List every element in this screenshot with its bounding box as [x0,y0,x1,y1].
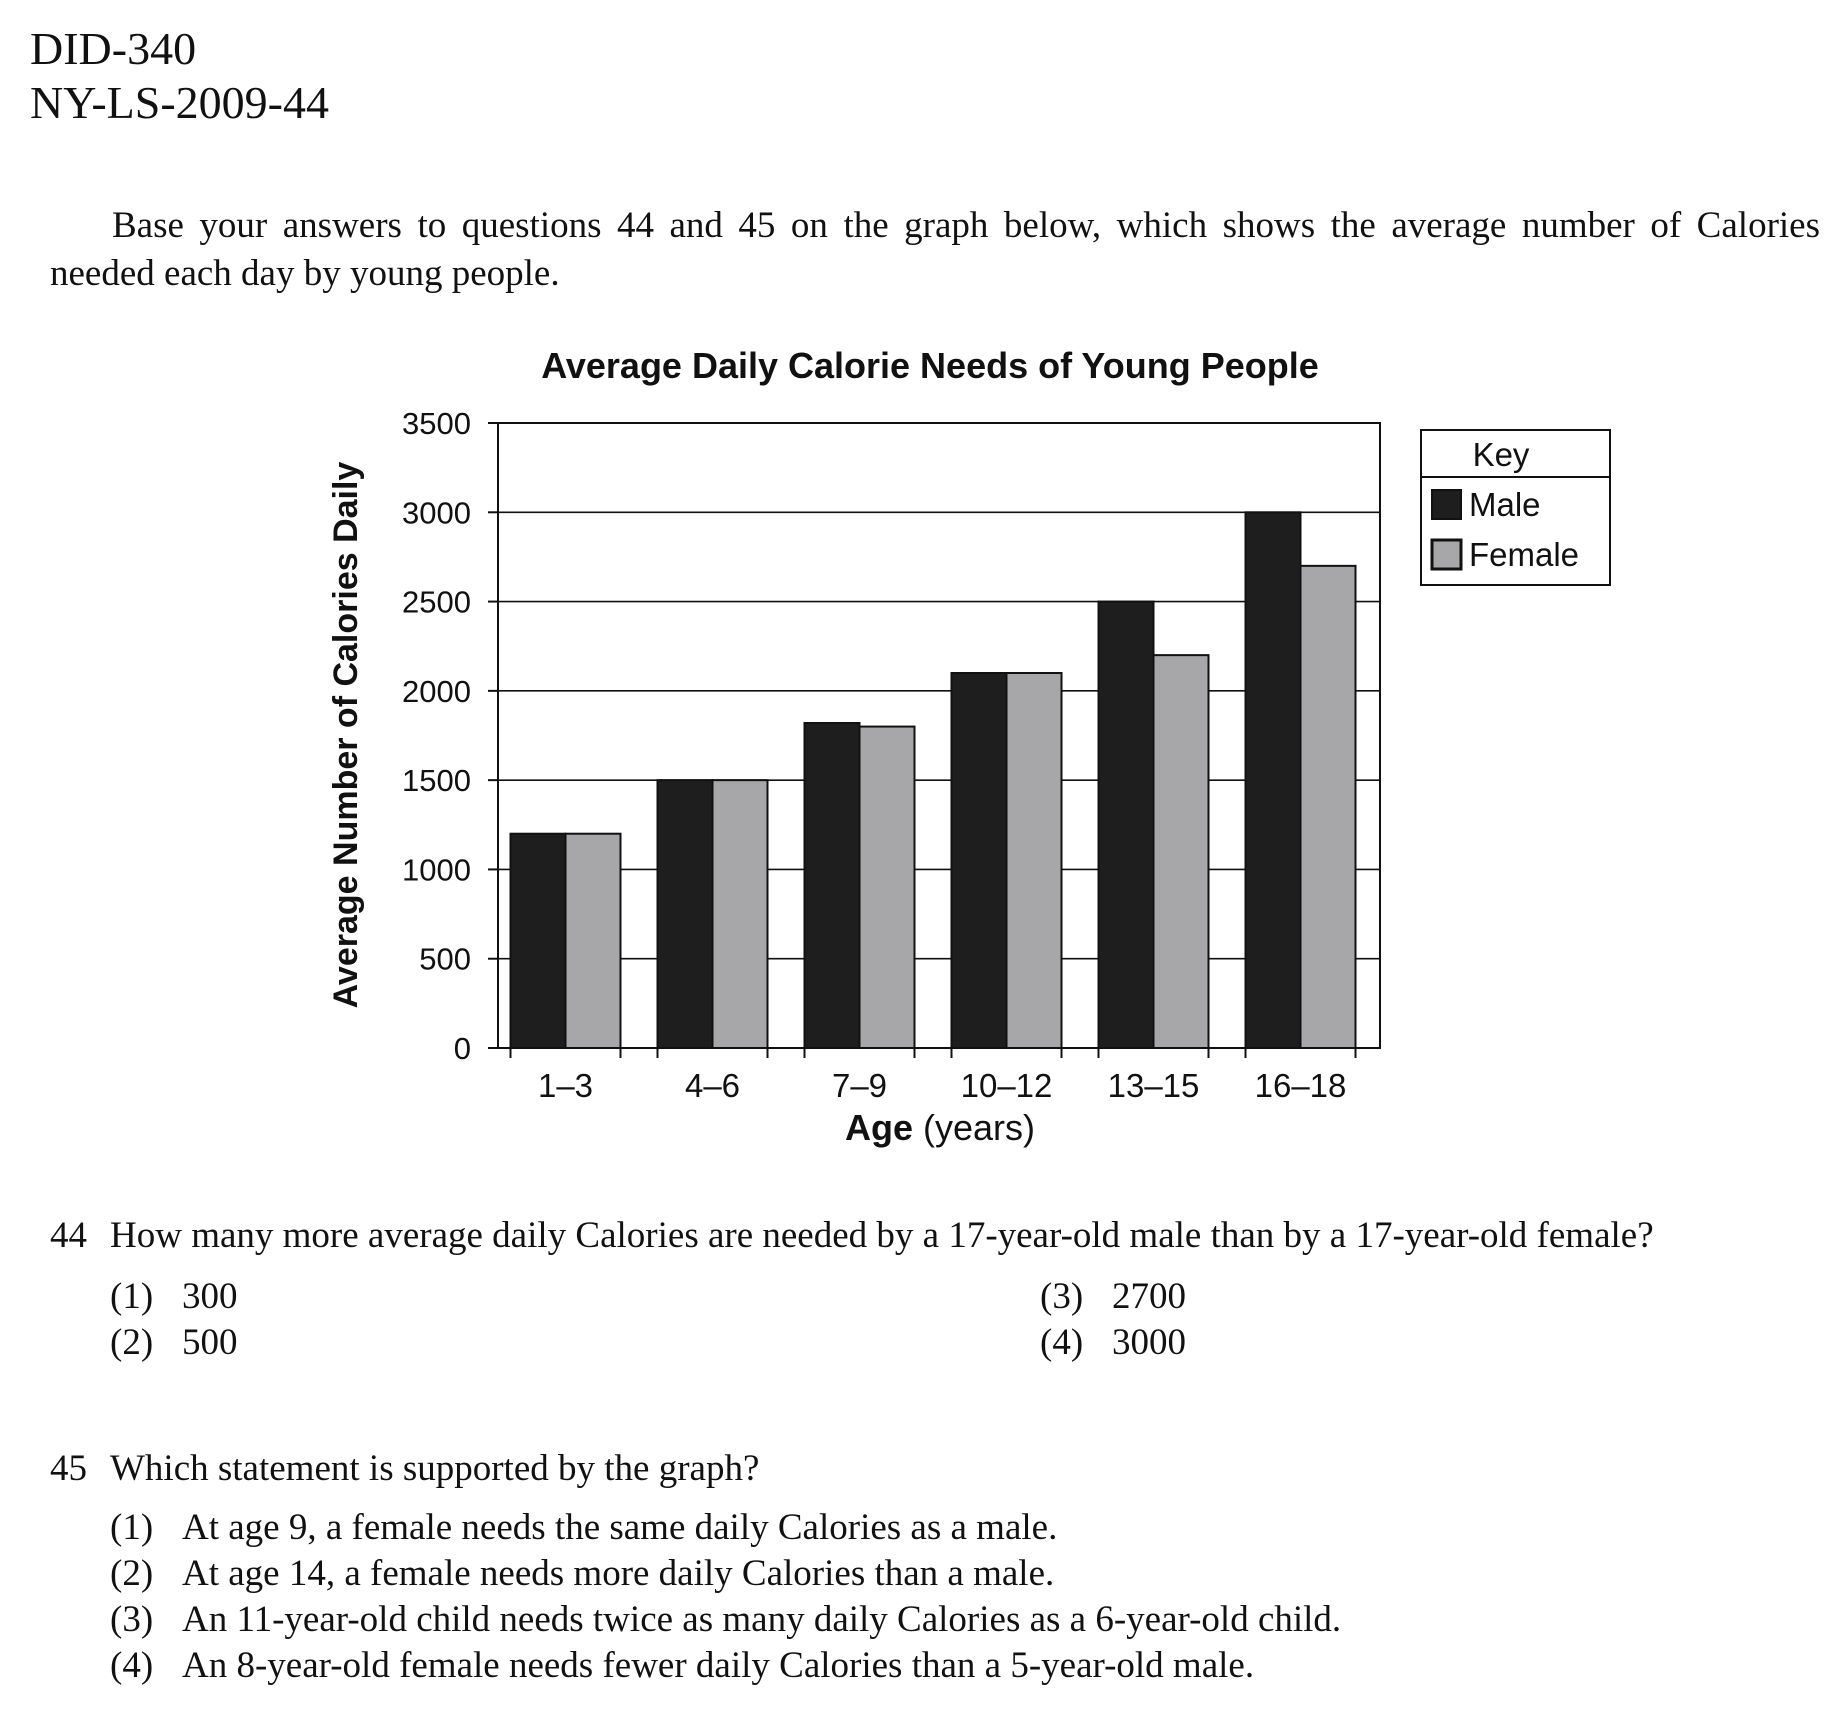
question-45: 45 Which statement is supported by the gr… [50,1445,1830,1695]
x-tick-label: 4–6 [685,1067,740,1104]
question-45-option-3[interactable]: (3) An 11-year-old child needs twice as m… [110,1597,1341,1643]
bar-female-6 [1299,564,1357,1049]
y-tick-label: 1000 [402,852,471,887]
option-text: An 11-year-old child needs twice as many… [182,1599,1342,1640]
bar-male-3 [803,722,861,1049]
y-tick-label: 3500 [402,406,471,441]
x-tick-label: 10–12 [961,1067,1053,1104]
gridlines [498,511,1380,960]
legend-label-female: Female [1469,536,1579,573]
question-45-text: Which statement is supported by the grap… [110,1448,760,1489]
bar-female-3 [858,725,916,1049]
question-44: 44 How many more average daily Calories a… [50,1212,1830,1372]
axis-ticks [488,422,1357,1058]
option-number: (2) [110,1322,154,1363]
legend-swatch-male [1431,489,1462,520]
question-44-option-3[interactable]: (3) 2700 [1040,1274,1186,1320]
question-44-number: 44 [50,1215,87,1256]
bars [509,511,1357,1050]
option-text: 2700 [1112,1276,1186,1317]
option-number: (4) [110,1645,154,1686]
legend-swatch-female [1430,538,1463,571]
y-tick-label: 2000 [402,674,471,709]
x-axis-label-rest: (years) [913,1107,1035,1148]
option-number: (3) [1040,1276,1084,1317]
option-text: 3000 [1112,1322,1186,1363]
question-45-option-1[interactable]: (1) At age 9, a female needs the same dai… [110,1505,1057,1551]
chart-title: Average Daily Calorie Needs of Young Peo… [541,345,1319,386]
option-text: At age 14, a female needs more daily Cal… [182,1553,1055,1594]
option-number: (4) [1040,1322,1084,1363]
option-number: (2) [110,1553,154,1594]
question-44-text: How many more average daily Calories are… [110,1215,1654,1256]
y-tick-label: 2500 [402,585,471,620]
question-45-stem: 45 Which statement is supported by the gr… [50,1445,1830,1493]
option-text: At age 9, a female needs the same daily … [182,1507,1058,1548]
bar-chart: Average Daily Calorie Needs of Young Peo… [327,345,1611,1148]
y-tick-label: 0 [454,1031,471,1066]
intro-paragraph: Base your answers to questions 44 and 45… [50,205,1820,294]
question-45-number: 45 [50,1448,87,1489]
question-44-stem: 44 How many more average daily Calories a… [50,1212,1830,1260]
option-text: 300 [182,1276,238,1317]
plot-frame [497,422,1381,1049]
bar-male-2 [656,779,714,1049]
y-tick-label: 500 [419,942,471,977]
document-id: DID-340 NY-LS-2009-44 [30,22,329,130]
question-44-option-2[interactable]: (2) 500 [110,1320,238,1366]
x-tick-label: 1–3 [538,1067,593,1104]
option-number: (1) [110,1276,154,1317]
bar-female-5 [1152,654,1210,1049]
option-number: (3) [110,1599,154,1640]
question-45-option-2[interactable]: (2) At age 14, a female needs more daily … [110,1551,1054,1597]
document-id-line-2: NY-LS-2009-44 [30,77,329,128]
option-number: (1) [110,1507,154,1548]
bar-male-6 [1244,511,1302,1050]
question-45-option-4[interactable]: (4) An 8-year-old female needs fewer dail… [110,1643,1254,1689]
x-axis-label-bold: Age [845,1107,913,1148]
option-text: An 8-year-old female needs fewer daily C… [182,1645,1255,1686]
y-tick-labels: 0 500 1000 1500 2000 2500 3000 3500 [402,406,471,1066]
x-tick-label: 13–15 [1108,1067,1200,1104]
x-tick-labels: 1–3 4–6 7–9 10–12 13–15 16–18 [538,1067,1346,1104]
question-44-option-4[interactable]: (4) 3000 [1040,1320,1186,1366]
chart-container: Average Daily Calorie Needs of Young Peo… [0,340,1847,1180]
bar-female-1 [564,832,622,1050]
legend-label-male: Male [1469,486,1541,523]
x-axis-label: Age (years) [845,1107,1035,1148]
x-tick-label: 16–18 [1255,1067,1347,1104]
y-tick-label: 3000 [402,495,471,530]
bar-female-2 [711,779,769,1049]
bar-female-4 [1005,672,1063,1049]
x-tick-label: 7–9 [832,1067,887,1104]
y-axis-label: Average Number of Calories Daily [327,462,365,1009]
bar-male-4 [950,672,1008,1049]
question-44-option-1[interactable]: (1) 300 [110,1274,238,1320]
bar-male-5 [1097,600,1155,1049]
y-tick-label: 1500 [402,763,471,798]
document-id-line-1: DID-340 [30,23,197,74]
legend-title: Key [1473,436,1530,473]
legend: Key Male Female [1420,429,1611,586]
bar-male-1 [509,832,567,1050]
option-text: 500 [182,1322,238,1363]
